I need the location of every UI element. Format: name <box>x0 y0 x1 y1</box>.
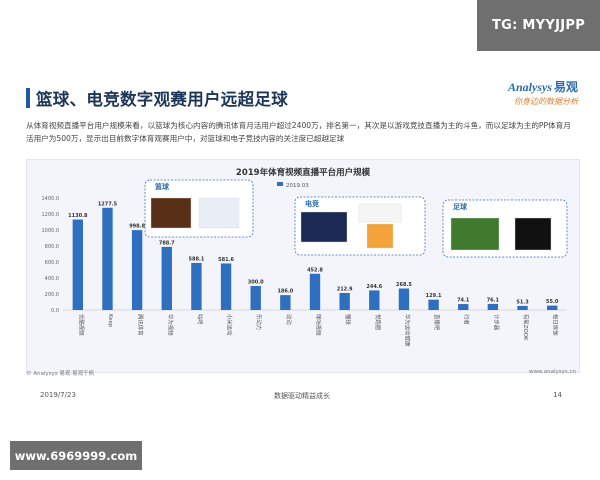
bar <box>309 273 321 310</box>
x-tick-label: 优酷视频 <box>77 314 85 336</box>
x-tick-label: 华为运动健康 <box>403 314 411 347</box>
analysys-logo: Analysys 易观 你身边的数据分析 <box>508 78 578 107</box>
title-accent-bar <box>26 88 30 108</box>
data-label: 74.1 <box>457 298 470 304</box>
x-tick-label: 小米运动 <box>226 314 234 336</box>
url-watermark: www.6969999.com <box>10 441 142 470</box>
platform-logo-thumbnail <box>300 211 348 243</box>
x-tick-label: 行者 <box>463 314 471 325</box>
x-tick-label: 悦跑圈 <box>374 314 382 330</box>
data-label: 1130.8 <box>68 213 88 219</box>
data-label: 212.9 <box>337 286 353 292</box>
data-label: 452.8 <box>307 267 323 273</box>
data-label: 581.6 <box>218 257 234 263</box>
bar <box>487 303 499 310</box>
y-tick-label: 1000.0 <box>42 228 60 234</box>
x-tick-label: 每日瑜伽 <box>552 314 560 336</box>
bar <box>339 292 350 310</box>
x-tick-label: 计步器 <box>492 314 500 331</box>
x-tick-label: 乐动力 <box>255 314 263 330</box>
x-tick-label: 懂球 <box>344 314 352 325</box>
data-label: 129.1 <box>426 293 442 299</box>
legend-label: 2019.03 <box>286 183 309 189</box>
report-slide: 篮球、电竞数字观赛用户远超足球 Analysys 易观 你身边的数据分析 从体育视… <box>20 76 592 406</box>
bar <box>220 263 232 310</box>
data-label: 244.6 <box>366 284 382 290</box>
data-label: 51.3 <box>516 299 529 305</box>
bar <box>369 290 380 310</box>
chart-panel: 2019年体育视频直播平台用户规模 2019.03 0.0 200.0 400.0 6… <box>26 159 580 373</box>
y-tick-label: 1200.0 <box>42 212 60 218</box>
footer-tagline: 数据驱动精益成长 <box>274 392 330 400</box>
footer-url: www.analysys.cn <box>529 369 576 375</box>
x-tick-label: Keep <box>107 314 113 328</box>
bar <box>398 288 410 310</box>
platform-logo-thumbnail <box>366 223 394 249</box>
y-tick-label: 0.0 <box>51 308 59 314</box>
callout-label: 篮球 <box>154 182 170 191</box>
data-label: 1277.5 <box>98 201 118 207</box>
page-number: 14 <box>553 391 562 399</box>
bar <box>280 295 291 310</box>
bar <box>458 304 469 310</box>
data-label: 55.0 <box>546 299 559 305</box>
data-label: 300.0 <box>248 280 264 286</box>
x-tick-label: 咪咕视频 <box>315 314 323 336</box>
bar <box>517 305 528 310</box>
logo-brand-cn: 易观 <box>553 80 578 94</box>
platform-logo-thumbnail <box>514 217 552 251</box>
x-tick-label: 咕咚 <box>196 314 204 325</box>
x-tick-label: 华为视频 <box>166 314 174 336</box>
legend-swatch <box>277 182 283 186</box>
footer-date: 2019/7/23 <box>40 391 76 399</box>
bar-chart: 2019年体育视频直播平台用户规模 2019.03 0.0 200.0 400.0 6… <box>42 167 568 347</box>
data-label: 588.1 <box>188 256 204 262</box>
y-tick-label: 800.0 <box>45 244 59 250</box>
data-label: 998.8 <box>129 224 145 230</box>
telegram-watermark: TG: MYYJJPP <box>477 0 600 51</box>
platform-logo-thumbnail <box>150 197 192 229</box>
bar <box>102 207 113 310</box>
x-tick-label: 动动 <box>285 314 292 325</box>
logo-brand-en: Analysys <box>507 80 552 94</box>
platform-logo-thumbnail <box>198 197 240 229</box>
bar <box>72 219 84 310</box>
data-label: 186.0 <box>277 289 293 295</box>
platform-logo-thumbnail <box>358 203 402 223</box>
bar <box>191 262 202 310</box>
footer-source: © Analysys 易观·易观千帆 <box>26 371 95 377</box>
callout-label: 足球 <box>453 202 468 211</box>
data-label: 76.1 <box>487 297 500 303</box>
slide-title: 篮球、电竞数字观赛用户远超足球 <box>36 90 288 109</box>
platform-logo-thumbnail <box>450 217 500 251</box>
x-tick-label: 有氧ZOOK <box>522 314 530 341</box>
logo-slogan: 你身边的数据分析 <box>514 97 578 106</box>
y-tick-label: 600.0 <box>45 260 59 266</box>
bar <box>546 305 558 310</box>
bar <box>428 299 439 310</box>
bar <box>131 230 143 310</box>
bar <box>250 286 261 310</box>
callout-label: 电竞 <box>305 199 319 208</box>
slide-description: 从体育视频直播平台用户规模来看，以篮球为核心内容的腾讯体育月活用户超过2400万… <box>26 121 571 143</box>
bar <box>161 246 172 310</box>
x-tick-label: 直播吧 <box>433 314 441 331</box>
chart-title: 2019年体育视频直播平台用户规模 <box>236 167 371 178</box>
x-tick-label: 腾讯体育 <box>137 314 145 336</box>
y-tick-label: 200.0 <box>45 292 59 298</box>
y-tick-label: 400.0 <box>45 276 59 282</box>
data-label: 268.5 <box>396 282 412 288</box>
data-label: 788.7 <box>159 240 175 246</box>
y-tick-label: 1400.0 <box>42 196 60 202</box>
